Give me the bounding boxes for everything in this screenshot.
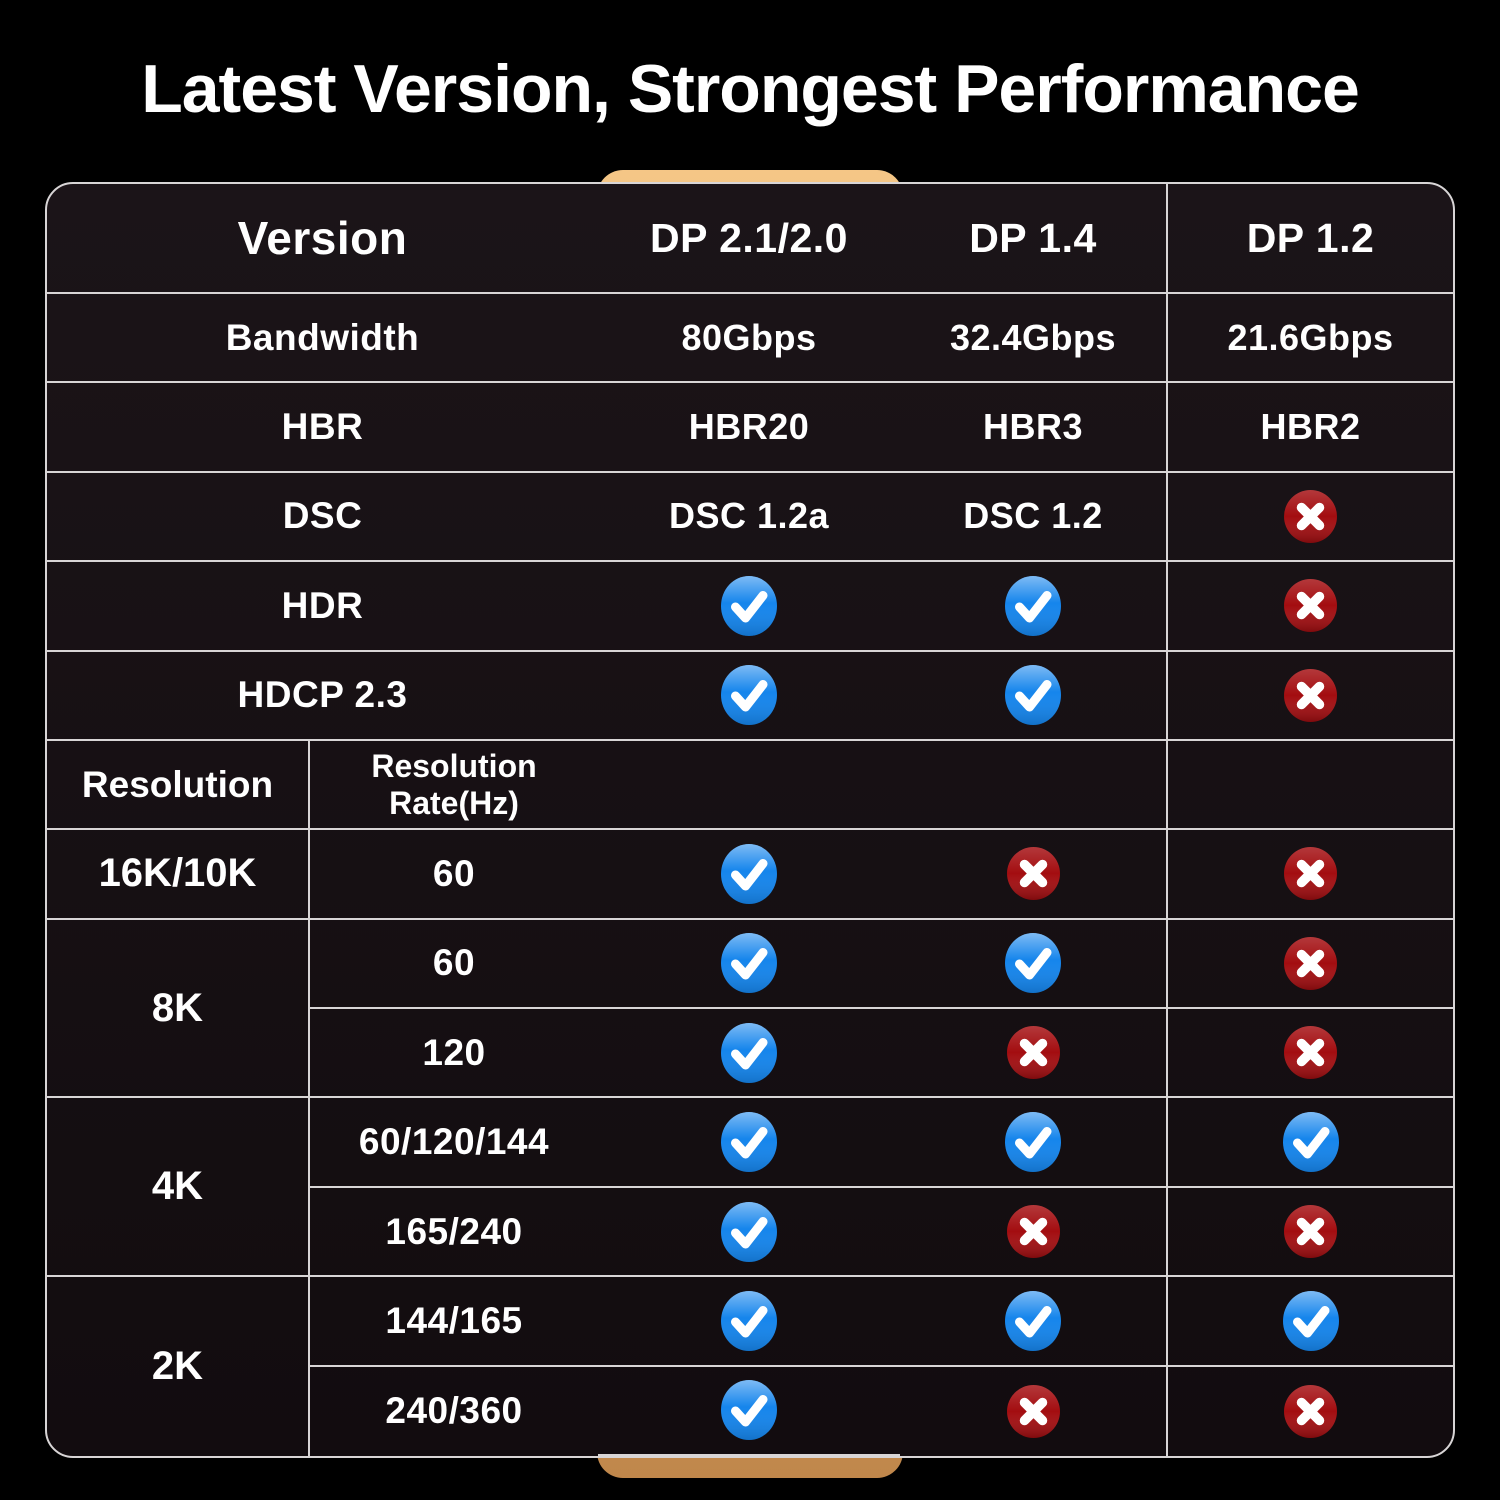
cross-icon [1284, 668, 1337, 722]
empty-cell [900, 740, 1168, 831]
cross-icon [1006, 1384, 1060, 1438]
cross-icon [1006, 1205, 1060, 1259]
spec-value [1168, 473, 1453, 563]
support-value [1168, 1367, 1453, 1456]
support-value [598, 1277, 900, 1367]
spec-label: DSC [47, 473, 598, 563]
cross-icon [1006, 1026, 1060, 1080]
support-value [1168, 1098, 1453, 1188]
check-icon [721, 933, 777, 994]
spec-label: HDR [47, 562, 598, 652]
spec-label: HBR [47, 383, 598, 473]
rate-value: 120 [310, 1009, 598, 1099]
spec-value [598, 652, 900, 741]
support-value [598, 1367, 900, 1456]
spec-value: HBR2 [1168, 383, 1453, 473]
rate-column-header-label: Resolution Rate(Hz) [371, 747, 537, 821]
empty-cell [1168, 741, 1453, 831]
rate-value: 60 [310, 830, 598, 920]
resolution-label: 2K [47, 1277, 310, 1456]
resolution-label: 8K [47, 919, 310, 1099]
check-icon [1005, 665, 1061, 726]
spec-value: HBR20 [598, 383, 900, 473]
spec-value: 80Gbps [598, 294, 900, 384]
rate-column-header: Resolution Rate(Hz) [310, 741, 598, 831]
column-header-dp-2-1-2-0: DP 2.1/2.0 [598, 184, 900, 294]
rate-value: 60 [310, 920, 598, 1010]
spec-value [1168, 562, 1453, 652]
cross-icon [1006, 847, 1060, 901]
cross-icon [1284, 489, 1337, 543]
check-icon [721, 843, 777, 904]
spec-value: DSC 1.2 [900, 472, 1168, 563]
check-icon [1005, 575, 1061, 636]
cross-icon [1284, 1205, 1337, 1259]
check-icon [1005, 1112, 1061, 1173]
support-value [598, 1098, 900, 1188]
support-value [1168, 830, 1453, 920]
check-icon [1282, 1112, 1339, 1173]
support-value [900, 919, 1168, 1010]
support-value [598, 920, 900, 1010]
support-value [598, 830, 900, 920]
spec-value [1168, 652, 1453, 741]
spec-value [598, 562, 900, 652]
spec-value: 32.4Gbps [900, 294, 1168, 384]
cross-icon [1284, 936, 1337, 990]
support-value [900, 1366, 1168, 1456]
check-icon [721, 575, 777, 636]
check-icon [721, 1022, 777, 1083]
page-title: Latest Version, Strongest Performance [141, 51, 1360, 127]
cross-icon [1284, 1384, 1337, 1438]
rate-value: 144/165 [310, 1277, 598, 1367]
resolution-label: 16K/10K [47, 830, 310, 920]
support-value [900, 1009, 1168, 1099]
spec-value [900, 651, 1168, 741]
rate-value: 60/120/144 [310, 1098, 598, 1188]
support-value [900, 1187, 1168, 1278]
support-value [1168, 1277, 1453, 1367]
column-header-dp-1-2: DP 1.2 [1168, 184, 1453, 294]
support-value [1168, 920, 1453, 1010]
check-icon [1282, 1290, 1339, 1351]
support-value [598, 1188, 900, 1278]
check-icon [721, 665, 777, 726]
spec-label: Bandwidth [47, 294, 598, 384]
spec-label: HDCP 2.3 [47, 652, 598, 741]
resolution-label: 4K [47, 1098, 310, 1278]
cross-icon [1284, 579, 1337, 633]
column-header-dp-1-4: DP 1.4 [900, 184, 1168, 294]
comparison-table: Version DP 2.1/2.0 DP 1.4 DP 1.2 Bandwidth 80… [45, 182, 1455, 1458]
spec-value: HBR3 [900, 383, 1168, 473]
check-icon [721, 1112, 777, 1173]
check-icon [1005, 933, 1061, 994]
spec-value: 21.6Gbps [1168, 294, 1453, 384]
spec-value [900, 562, 1168, 652]
column-header-version: Version [47, 184, 598, 294]
check-icon [721, 1380, 777, 1441]
check-icon [721, 1201, 777, 1262]
cross-icon [1284, 847, 1337, 901]
spec-value: DSC 1.2a [598, 473, 900, 563]
check-icon [721, 1290, 777, 1351]
support-value [1168, 1188, 1453, 1278]
empty-cell [598, 741, 900, 831]
rate-value: 240/360 [385, 1390, 523, 1432]
support-value [900, 1098, 1168, 1188]
support-value [900, 1277, 1168, 1367]
check-icon [1005, 1290, 1061, 1351]
rate-value: 165/240 [310, 1188, 598, 1278]
cross-icon [1284, 1026, 1337, 1080]
support-value [900, 830, 1168, 920]
support-value [1168, 1009, 1453, 1099]
support-value [598, 1009, 900, 1099]
resolution-column-header: Resolution [47, 740, 310, 831]
